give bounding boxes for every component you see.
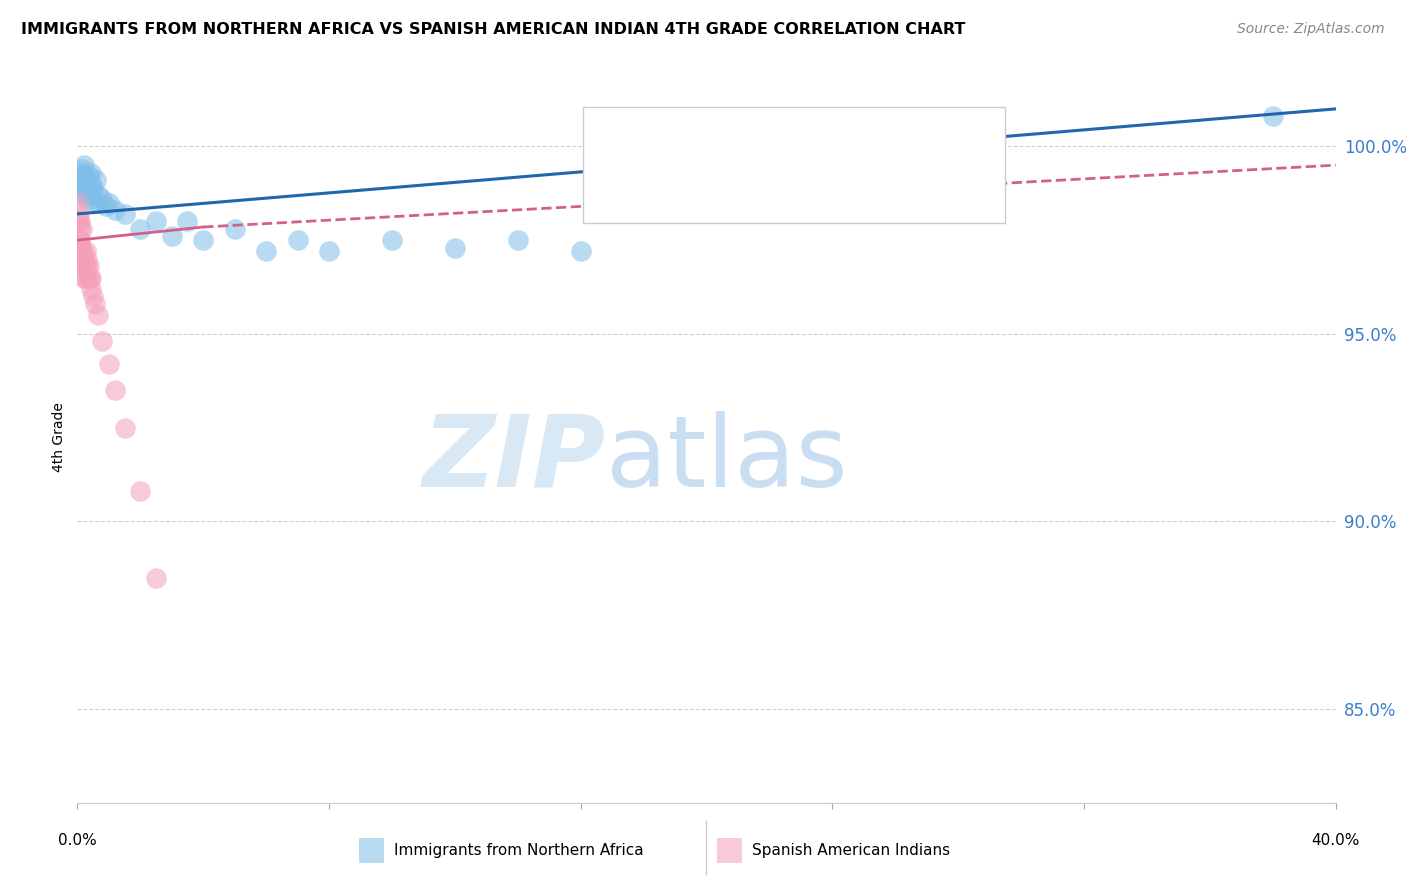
Point xyxy=(75,270,97,285)
Point xyxy=(254,244,277,259)
Point xyxy=(176,214,198,228)
Point xyxy=(70,166,93,180)
Point xyxy=(79,188,101,202)
Point xyxy=(67,195,90,210)
Point xyxy=(83,195,105,210)
Point xyxy=(72,260,94,274)
Point xyxy=(97,195,120,210)
Point xyxy=(89,195,111,210)
Point xyxy=(287,233,309,247)
Point xyxy=(87,308,110,322)
Text: R = 0.056   N = 35: R = 0.056 N = 35 xyxy=(643,186,813,203)
Point xyxy=(77,192,100,206)
Point xyxy=(97,357,120,371)
Point xyxy=(72,270,94,285)
Point xyxy=(129,484,152,499)
Point xyxy=(72,252,94,266)
Point xyxy=(75,244,97,259)
Point xyxy=(77,270,100,285)
Point xyxy=(72,188,94,202)
Point xyxy=(76,185,98,199)
Point xyxy=(67,214,90,228)
Text: 40.0%: 40.0% xyxy=(1312,833,1360,847)
Point xyxy=(75,180,97,194)
Point xyxy=(70,244,93,259)
Point xyxy=(160,229,183,244)
Point xyxy=(70,173,93,187)
Point xyxy=(67,207,90,221)
Point xyxy=(91,192,114,206)
Point xyxy=(69,177,91,191)
Point xyxy=(87,188,110,202)
Point xyxy=(444,241,467,255)
Point xyxy=(67,185,90,199)
Point xyxy=(69,233,91,247)
Point xyxy=(569,244,592,259)
Text: Immigrants from Northern Africa: Immigrants from Northern Africa xyxy=(394,843,644,857)
Text: Source: ZipAtlas.com: Source: ZipAtlas.com xyxy=(1237,22,1385,37)
Point xyxy=(72,177,94,191)
Point xyxy=(104,203,127,218)
Point xyxy=(129,222,152,236)
Text: 0.0%: 0.0% xyxy=(58,833,97,847)
Point xyxy=(82,289,104,303)
Point xyxy=(84,173,107,187)
Point xyxy=(72,158,94,172)
Point xyxy=(104,383,127,397)
Point xyxy=(79,169,101,184)
Point xyxy=(191,233,215,247)
Point xyxy=(69,222,91,236)
Point xyxy=(145,571,167,585)
Point xyxy=(506,233,529,247)
Point xyxy=(82,180,104,194)
Point xyxy=(1261,109,1284,123)
Text: atlas: atlas xyxy=(606,410,848,508)
Point xyxy=(70,222,93,236)
Point xyxy=(76,252,98,266)
Point xyxy=(114,207,136,221)
Point xyxy=(83,297,105,311)
Point xyxy=(75,173,97,187)
Point xyxy=(79,270,101,285)
Point xyxy=(73,252,96,266)
Point xyxy=(73,260,96,274)
Point xyxy=(91,334,114,349)
Point xyxy=(69,214,91,228)
Text: ZIP: ZIP xyxy=(423,410,606,508)
Point xyxy=(69,233,91,247)
Point xyxy=(94,199,117,213)
Point xyxy=(318,244,340,259)
Point xyxy=(80,282,103,296)
Text: IMMIGRANTS FROM NORTHERN AFRICA VS SPANISH AMERICAN INDIAN 4TH GRADE CORRELATION: IMMIGRANTS FROM NORTHERN AFRICA VS SPANI… xyxy=(21,22,966,37)
Point xyxy=(73,169,96,184)
Point xyxy=(114,420,136,434)
Point xyxy=(80,166,103,180)
Point xyxy=(79,260,101,274)
Point xyxy=(79,177,101,191)
Text: Spanish American Indians: Spanish American Indians xyxy=(752,843,950,857)
Point xyxy=(76,177,98,191)
Point xyxy=(70,252,93,266)
Point xyxy=(69,169,91,184)
Y-axis label: 4th Grade: 4th Grade xyxy=(52,402,66,472)
Point xyxy=(145,214,167,228)
Point xyxy=(72,244,94,259)
Point xyxy=(224,222,246,236)
Point xyxy=(70,241,93,255)
Point xyxy=(79,270,101,285)
Text: R = 0.568   N = 44: R = 0.568 N = 44 xyxy=(643,130,813,148)
Point xyxy=(70,161,93,176)
Point xyxy=(76,260,98,274)
Point xyxy=(82,185,104,199)
Point xyxy=(381,233,404,247)
